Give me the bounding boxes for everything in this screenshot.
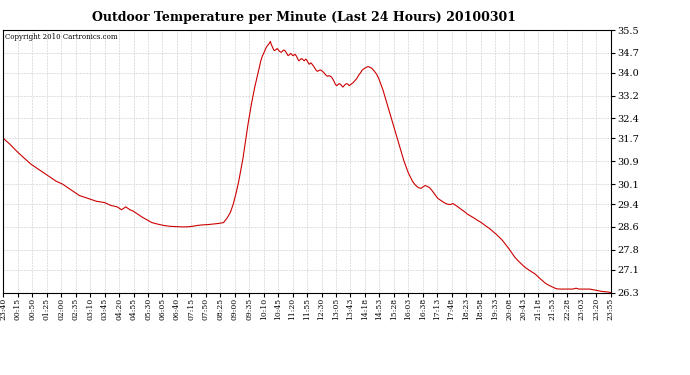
Text: Outdoor Temperature per Minute (Last 24 Hours) 20100301: Outdoor Temperature per Minute (Last 24 … [92,11,515,24]
Text: Copyright 2010 Cartronics.com: Copyright 2010 Cartronics.com [5,33,117,40]
